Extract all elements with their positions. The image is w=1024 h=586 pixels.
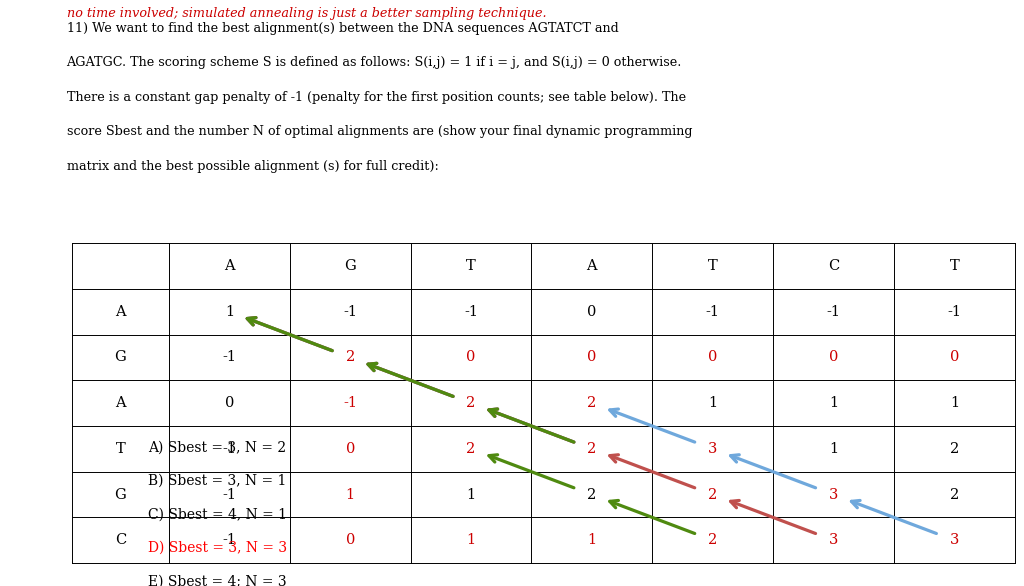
Text: -1: -1 <box>464 305 478 319</box>
Text: -1: -1 <box>343 305 357 319</box>
Text: A) Sbest = 3, N = 2: A) Sbest = 3, N = 2 <box>148 441 287 455</box>
Text: 1: 1 <box>346 488 354 502</box>
Text: 0: 0 <box>708 350 718 364</box>
Text: 1: 1 <box>467 533 475 547</box>
Text: no time involved; simulated annealing is just a better sampling technique.: no time involved; simulated annealing is… <box>67 7 546 20</box>
Text: B) Sbest = 3, N = 1: B) Sbest = 3, N = 1 <box>148 474 287 488</box>
Text: D) Sbest = 3, N = 3: D) Sbest = 3, N = 3 <box>148 541 288 555</box>
Text: 0: 0 <box>587 305 597 319</box>
Text: 1: 1 <box>467 488 475 502</box>
Text: -1: -1 <box>343 396 357 410</box>
Text: A: A <box>587 259 597 273</box>
Text: 1: 1 <box>709 396 717 410</box>
Text: -1: -1 <box>222 488 237 502</box>
Text: 3: 3 <box>828 488 839 502</box>
Text: 2: 2 <box>587 442 597 456</box>
Text: G: G <box>344 259 356 273</box>
Text: -1: -1 <box>947 305 962 319</box>
Text: T: T <box>708 259 718 273</box>
Text: C: C <box>828 259 839 273</box>
Text: 2: 2 <box>949 442 959 456</box>
Text: 2: 2 <box>587 488 597 502</box>
Text: 2: 2 <box>708 488 718 502</box>
Text: A: A <box>115 396 126 410</box>
Text: 1: 1 <box>225 305 233 319</box>
Text: -1: -1 <box>222 533 237 547</box>
Text: AGATGC. The scoring scheme S is defined as follows: S(i,j) = 1 if i = j, and S(i: AGATGC. The scoring scheme S is defined … <box>67 56 682 69</box>
Text: 2: 2 <box>466 442 476 456</box>
Text: A: A <box>115 305 126 319</box>
Text: 1: 1 <box>829 396 838 410</box>
Text: 1: 1 <box>588 533 596 547</box>
Text: -1: -1 <box>826 305 841 319</box>
Text: C: C <box>115 533 126 547</box>
Text: 2: 2 <box>587 396 597 410</box>
Text: A: A <box>224 259 234 273</box>
Text: G: G <box>115 350 126 364</box>
Text: 1: 1 <box>829 442 838 456</box>
Text: 2: 2 <box>345 350 355 364</box>
Text: 0: 0 <box>949 350 959 364</box>
Text: 1: 1 <box>950 396 958 410</box>
Text: -1: -1 <box>222 442 237 456</box>
Text: 2: 2 <box>466 396 476 410</box>
Text: E) Sbest = 4; N = 3: E) Sbest = 4; N = 3 <box>148 574 287 586</box>
Text: G: G <box>115 488 126 502</box>
Text: 0: 0 <box>466 350 476 364</box>
Text: 2: 2 <box>708 533 718 547</box>
Text: 2: 2 <box>949 488 959 502</box>
Text: -1: -1 <box>706 305 720 319</box>
Text: matrix and the best possible alignment (s) for full credit):: matrix and the best possible alignment (… <box>67 160 438 173</box>
Text: 0: 0 <box>345 533 355 547</box>
Text: -1: -1 <box>222 350 237 364</box>
Text: 0: 0 <box>587 350 597 364</box>
Text: 11) We want to find the best alignment(s) between the DNA sequences AGTATCT and: 11) We want to find the best alignment(s… <box>67 22 618 35</box>
Text: score Sbest and the number N of optimal alignments are (show your final dynamic : score Sbest and the number N of optimal … <box>67 125 692 138</box>
Text: T: T <box>466 259 476 273</box>
Text: 3: 3 <box>828 533 839 547</box>
Text: 3: 3 <box>949 533 959 547</box>
Text: There is a constant gap penalty of -1 (penalty for the first position counts; se: There is a constant gap penalty of -1 (p… <box>67 91 686 104</box>
Text: 3: 3 <box>708 442 718 456</box>
Text: T: T <box>116 442 125 456</box>
Text: C) Sbest = 4, N = 1: C) Sbest = 4, N = 1 <box>148 507 288 522</box>
Text: T: T <box>949 259 959 273</box>
Text: 0: 0 <box>828 350 839 364</box>
Text: 0: 0 <box>345 442 355 456</box>
Text: 0: 0 <box>224 396 234 410</box>
